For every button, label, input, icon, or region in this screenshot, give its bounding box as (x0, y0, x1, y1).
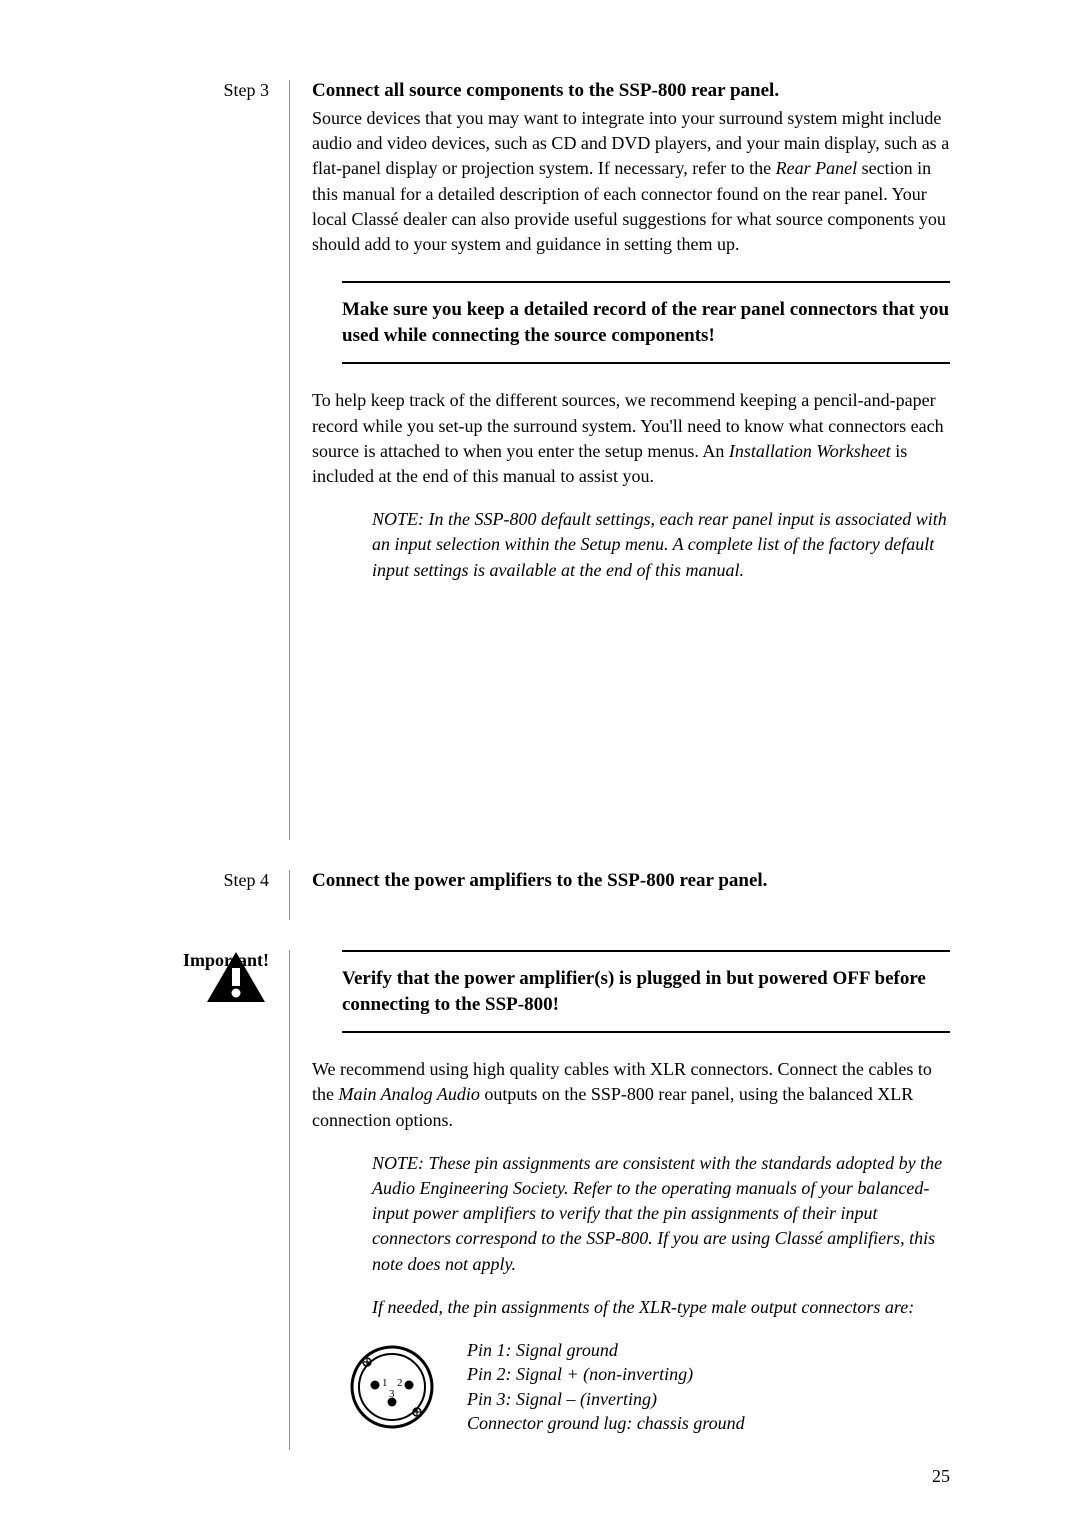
pin-list: Pin 1: Signal ground Pin 2: Signal + (no… (467, 1338, 745, 1435)
step3-callout: Make sure you keep a detailed record of … (342, 281, 950, 364)
step4-content: Connect the power amplifiers to the SSP-… (290, 870, 950, 920)
connector-row: 1 2 3 Pin 1: Signal ground Pin 2: Signal… (347, 1338, 950, 1435)
step4-heading: Connect the power amplifiers to the SSP-… (312, 870, 950, 892)
pin2-text: Pin 2: Signal + (non-inverting) (467, 1362, 745, 1386)
important-body: We recommend using high quality cables w… (312, 1057, 950, 1133)
step4-label: Step 4 (223, 870, 269, 890)
pin1-text: Pin 1: Signal ground (467, 1338, 745, 1362)
svg-text:2: 2 (397, 1377, 403, 1389)
step4-label-col: Step 4 (130, 870, 290, 920)
step3-content: Connect all source components to the SSP… (290, 80, 950, 840)
step3-note: NOTE: In the SSP-800 default settings, e… (372, 507, 950, 583)
important-callout: Verify that the power amplifier(s) is pl… (342, 950, 950, 1033)
step3-body: Source devices that you may want to inte… (312, 106, 950, 257)
step4-section: Step 4 Connect the power amplifiers to t… (130, 870, 950, 920)
important-callout-text: Verify that the power amplifier(s) is pl… (342, 966, 950, 1017)
important-label-col: Important! (130, 950, 290, 1450)
important-note1: NOTE: These pin assignments are consiste… (372, 1151, 950, 1277)
svg-text:3: 3 (389, 1388, 395, 1400)
step3-label: Step 3 (223, 80, 269, 100)
important-note2: If needed, the pin assignments of the XL… (372, 1295, 950, 1320)
important-section: Important! Verify that the power amplifi… (130, 950, 950, 1450)
pin3-text: Pin 3: Signal – (inverting) (467, 1387, 745, 1411)
step3-body2: To help keep track of the different sour… (312, 388, 950, 489)
pin4-text: Connector ground lug: chassis ground (467, 1411, 745, 1435)
step3-label-col: Step 3 (130, 80, 290, 840)
step3-section: Step 3 Connect all source components to … (130, 80, 950, 840)
warning-icon (205, 950, 267, 1005)
step3-heading: Connect all source components to the SSP… (312, 80, 950, 102)
svg-text:1: 1 (382, 1377, 388, 1389)
step3-callout-text: Make sure you keep a detailed record of … (342, 297, 950, 348)
page-number: 25 (932, 1466, 950, 1487)
important-content: Verify that the power amplifier(s) is pl… (290, 950, 950, 1450)
xlr-connector-icon: 1 2 3 (347, 1342, 437, 1432)
